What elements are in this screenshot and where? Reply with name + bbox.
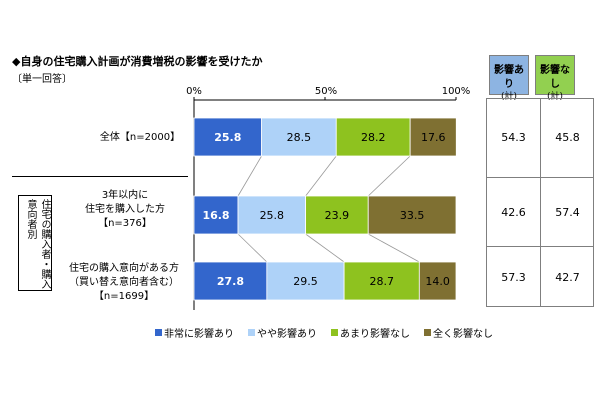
- legend-swatch-1: [248, 329, 255, 336]
- legend-item-1: やや影響あり: [248, 325, 317, 340]
- bar-label-2-2: 28.7: [369, 275, 394, 288]
- bar-label-2-1: 29.5: [293, 275, 318, 288]
- chart-subtitle: 〔単一回答〕: [12, 74, 72, 85]
- bar-2-2: [343, 261, 420, 301]
- header-not-affected: 影響なし (計): [535, 55, 575, 102]
- bar-label-2-3: 14.0: [425, 275, 450, 288]
- header-affected: 影響あり (計): [489, 55, 529, 102]
- connector-1-1: [237, 233, 268, 263]
- legend-swatch-3: [424, 329, 431, 336]
- bar-2-1: [266, 261, 345, 301]
- connector-1-3: [368, 233, 420, 263]
- bar-0-2: [335, 117, 411, 157]
- header-affected-sub: (計): [500, 92, 518, 102]
- total-not-affected-2: 42.7: [555, 271, 580, 284]
- connector-0-3: [367, 155, 411, 197]
- header-not-affected-sub: (計): [546, 92, 564, 102]
- bar-label-0-0: 25.8: [214, 131, 241, 144]
- bar-1-3: [367, 195, 457, 235]
- bar-label-1-0: 16.8: [202, 209, 229, 222]
- bar-0-3: [409, 117, 457, 157]
- row-label-2: 住宅の購入意向がある方 （買い替え意向者含む） 【n=1699】: [69, 263, 179, 302]
- bar-2-0: [193, 261, 268, 301]
- bar-0-0: [193, 117, 262, 157]
- row-label-0: 全体【n=2000】: [99, 132, 181, 143]
- group-label: 住宅の購入者・購入意向者別: [25, 199, 50, 289]
- bar-label-0-1: 28.5: [287, 131, 312, 144]
- bar-2-3: [418, 261, 457, 301]
- bar-label-0-2: 28.2: [361, 131, 386, 144]
- chart-title: ◆自身の住宅購入計画が消費増税の影響を受けたか: [12, 55, 263, 68]
- legend-item-0: 非常に影響あり: [155, 325, 234, 340]
- legend-swatch-0: [155, 329, 162, 336]
- total-affected-0: 54.3: [501, 131, 526, 144]
- bar-label-2-0: 27.8: [217, 275, 244, 288]
- legend-item-2: あまり影響なし: [331, 325, 410, 340]
- bar-1-2: [305, 195, 369, 235]
- bar-label-1-1: 25.8: [260, 209, 285, 222]
- row-label-1: 3年以内に 住宅を購入した方 【n=376】: [85, 190, 165, 229]
- connector-0-1: [237, 155, 262, 197]
- totals-table: 54.3 45.8 42.6 57.4 57.3 42.7: [486, 98, 594, 307]
- connector-0-2: [305, 155, 337, 197]
- x-tick-50: 50%: [314, 86, 338, 97]
- total-not-affected-0: 45.8: [555, 131, 580, 144]
- total-not-affected-1: 57.4: [555, 206, 580, 219]
- legend-swatch-2: [331, 329, 338, 336]
- x-tick-0: 0%: [186, 86, 202, 97]
- legend-item-3: 全く影響なし: [424, 325, 493, 340]
- bar-0-1: [261, 117, 337, 157]
- total-affected-2: 57.3: [501, 271, 526, 284]
- connector-1-2: [305, 233, 345, 263]
- total-affected-1: 42.6: [501, 206, 526, 219]
- group-label-box: 住宅の購入者・購入意向者別: [18, 195, 52, 291]
- bar-label-1-3: 33.5: [400, 209, 425, 222]
- legend: 非常に影響あり やや影響あり あまり影響なし 全く影響なし: [155, 325, 493, 340]
- x-tick-100: 100%: [441, 86, 471, 97]
- bar-label-0-3: 17.6: [421, 131, 446, 144]
- bar-label-1-2: 23.9: [325, 209, 350, 222]
- group-divider: [12, 176, 188, 177]
- bar-1-1: [237, 195, 307, 235]
- bar-1-0: [193, 195, 239, 235]
